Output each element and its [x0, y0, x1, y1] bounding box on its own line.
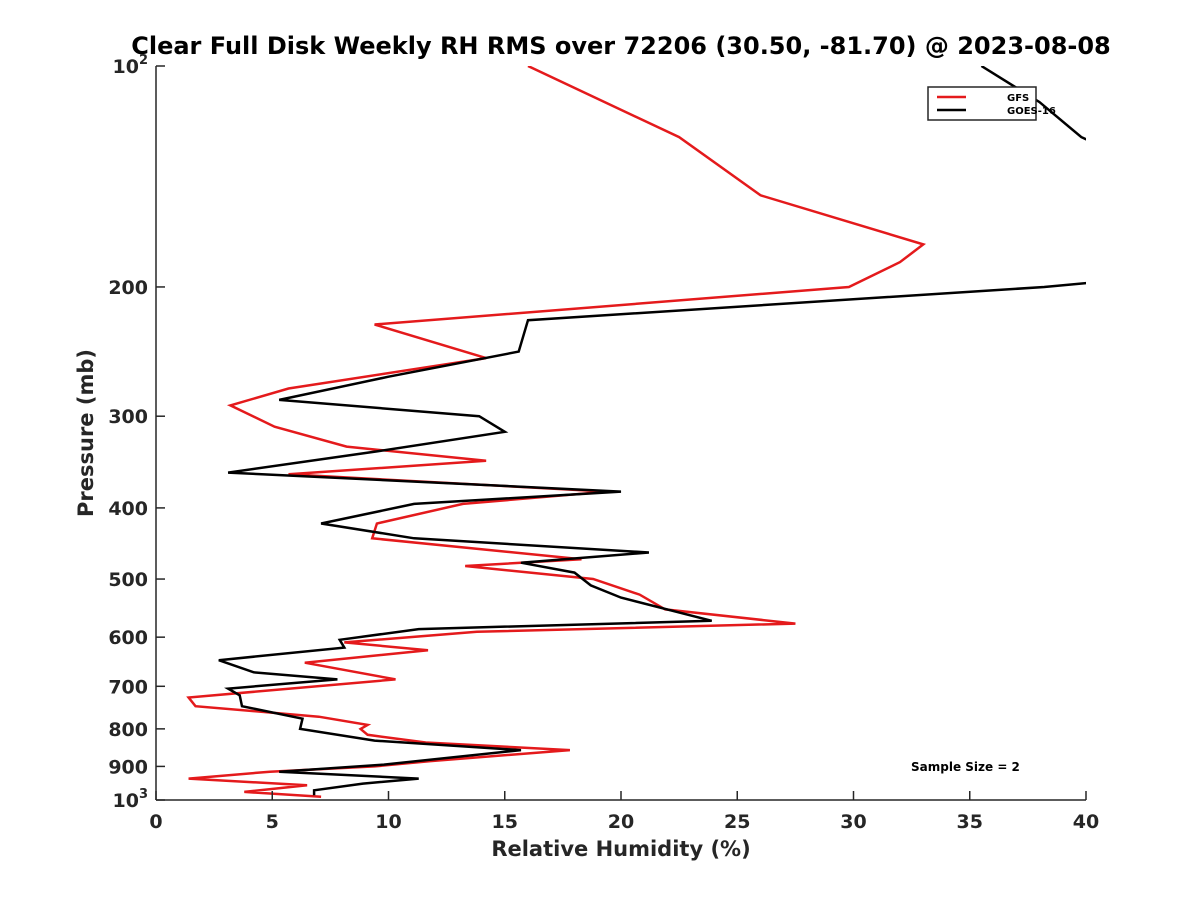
y-axis-label: Pressure (mb) — [74, 349, 98, 517]
y-tick-label: 700 — [108, 676, 148, 698]
y-tick-label: 102 — [113, 53, 149, 78]
chart-title: Clear Full Disk Weekly RH RMS over 72206… — [131, 32, 1111, 60]
x-tick-label: 0 — [149, 811, 162, 833]
x-tick-label: 40 — [1073, 811, 1099, 833]
y-tick-label: 900 — [108, 756, 148, 778]
x-tick-label: 20 — [608, 811, 634, 833]
x-ticks: 0 5 10 15 20 25 30 35 40 — [149, 791, 1099, 833]
y-tick-label: 600 — [108, 627, 148, 649]
sample-size-annotation: Sample Size = 2 — [911, 760, 1020, 774]
legend-box — [927, 86, 1037, 121]
series-layer — [186, 66, 1086, 799]
series-line-goes16 — [218, 66, 1086, 796]
y-tick-label: 500 — [108, 569, 148, 591]
y-tick-label: 800 — [108, 719, 148, 741]
y-tick-label: 300 — [108, 406, 148, 428]
x-tick-label: 10 — [375, 811, 401, 833]
x-tick-label: 35 — [957, 811, 983, 833]
y-ticks: 102 200 300 400 500 600 700 800 900 103 — [108, 53, 165, 812]
legend-label-gfs: GFS — [1007, 93, 1029, 104]
legend-label-goes16: GOES-16 — [1007, 106, 1056, 117]
y-tick-label: 103 — [113, 787, 149, 812]
series-line-gfs — [186, 66, 927, 799]
x-tick-label: 25 — [724, 811, 750, 833]
x-axis-label: Relative Humidity (%) — [491, 837, 750, 861]
legend: GFS GOES-16 — [927, 86, 1056, 121]
y-tick-label: 200 — [108, 277, 148, 299]
y-tick-label: 400 — [108, 498, 148, 520]
x-tick-label: 5 — [266, 811, 279, 833]
x-tick-label: 15 — [492, 811, 518, 833]
x-tick-label: 30 — [840, 811, 866, 833]
